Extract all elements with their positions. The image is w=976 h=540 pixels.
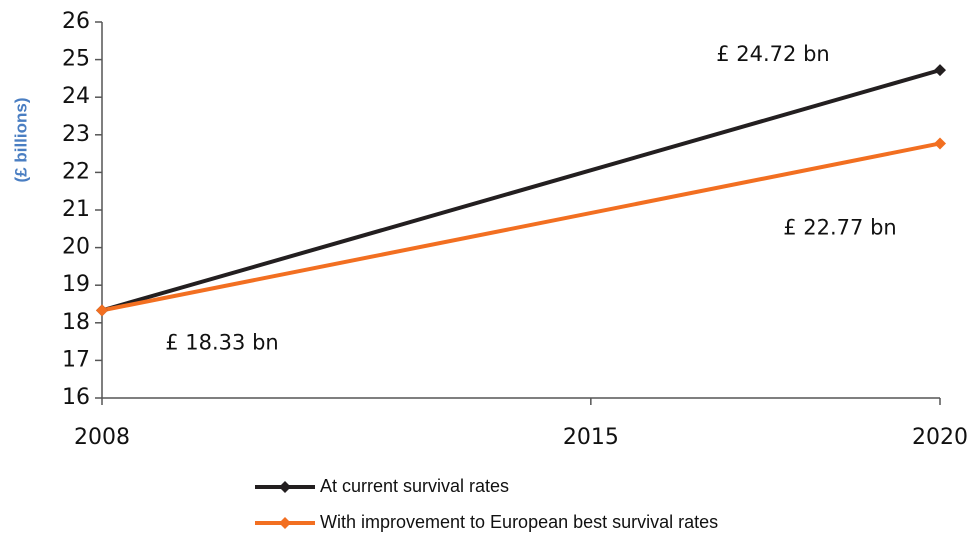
data-point [934, 137, 946, 150]
y-axis-label: (£ billions) [11, 98, 30, 183]
data-label: £ 18.33 bn [165, 330, 278, 354]
y-tick-label: 17 [62, 347, 90, 372]
legend-label: At current survival rates [320, 476, 509, 496]
y-tick-label: 20 [62, 235, 90, 260]
y-tick-label: 16 [62, 385, 90, 410]
series-line [101, 68, 941, 313]
y-tick-label: 18 [62, 310, 90, 335]
y-tick-label: 23 [62, 122, 90, 147]
legend-marker [279, 517, 291, 529]
legend-marker [279, 481, 291, 493]
data-point [96, 304, 108, 317]
y-tick-label: 21 [62, 197, 90, 222]
data-label: £ 22.77 bn [783, 215, 896, 239]
legend-label: With improvement to European best surviv… [320, 512, 718, 532]
y-tick-label: 22 [62, 159, 90, 184]
data-point [934, 64, 946, 77]
x-tick-label: 2015 [563, 425, 619, 450]
y-tick-label: 25 [62, 47, 90, 72]
data-label: £ 24.72 bn [716, 42, 829, 66]
y-tick-label: 19 [62, 272, 90, 297]
y-tick-label: 26 [62, 9, 90, 34]
x-tick-label: 2020 [912, 425, 968, 450]
series-line [101, 141, 941, 313]
x-tick-label: 2008 [74, 425, 130, 450]
y-tick-label: 24 [62, 84, 90, 109]
